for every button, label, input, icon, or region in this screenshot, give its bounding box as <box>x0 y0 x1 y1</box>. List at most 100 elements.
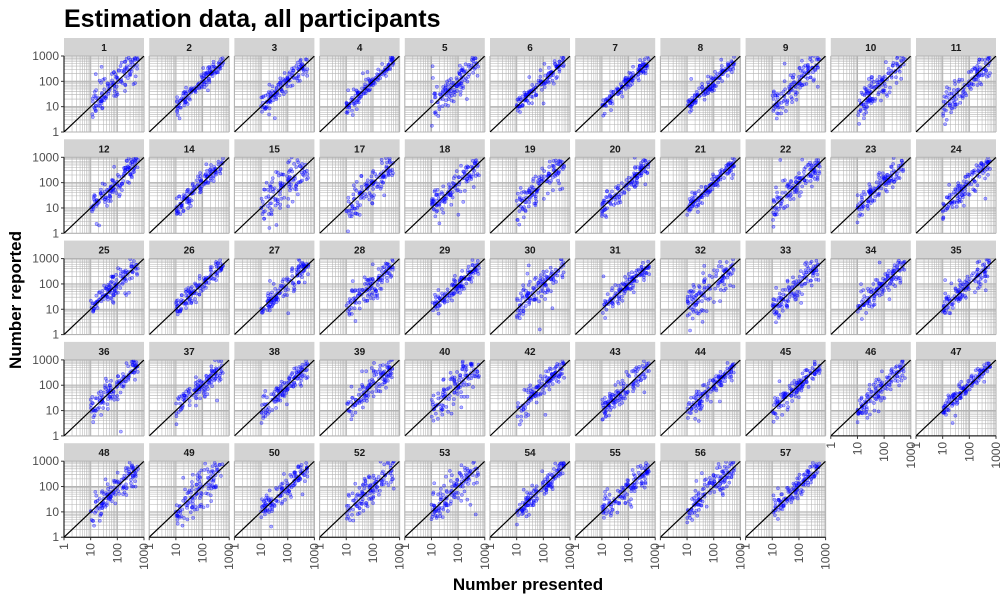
data-point <box>175 312 180 317</box>
data-point <box>370 77 375 81</box>
data-point <box>290 199 295 204</box>
data-point <box>804 82 809 86</box>
data-point <box>294 187 299 192</box>
data-point <box>557 169 562 174</box>
data-point <box>90 301 95 306</box>
data-point <box>887 181 892 186</box>
data-point <box>517 209 522 213</box>
data-point <box>811 70 815 75</box>
facet-strip <box>234 38 315 56</box>
data-point <box>944 108 948 113</box>
data-point <box>861 104 866 109</box>
facet-panel: 4 <box>319 38 401 133</box>
data-point <box>477 173 481 178</box>
panel-points <box>90 56 140 119</box>
data-point <box>347 312 352 317</box>
data-point <box>614 87 619 92</box>
data-point <box>187 290 192 294</box>
data-point <box>304 70 309 74</box>
data-point <box>91 195 96 199</box>
data-point <box>539 174 544 179</box>
data-point <box>366 88 371 93</box>
data-point <box>522 205 526 209</box>
data-point <box>603 97 608 102</box>
data-point <box>277 93 282 98</box>
facet-strip-label: 21 <box>695 144 707 155</box>
data-point <box>530 83 535 87</box>
data-point <box>789 179 793 183</box>
data-point <box>692 191 697 196</box>
data-point <box>955 102 959 107</box>
data-point <box>773 212 778 217</box>
data-point <box>899 76 904 81</box>
data-point <box>802 167 807 171</box>
facet-panel: 19 <box>489 139 571 234</box>
data-point <box>179 293 184 298</box>
data-point <box>793 92 798 97</box>
data-point <box>432 95 437 100</box>
data-point <box>520 94 525 99</box>
data-point <box>353 101 357 105</box>
data-point <box>690 95 695 100</box>
reference-line-y-equals-x <box>149 56 230 132</box>
data-point <box>610 101 615 106</box>
data-point <box>445 79 449 84</box>
data-point <box>354 107 359 112</box>
data-point <box>890 185 895 190</box>
data-point <box>306 175 310 180</box>
data-point <box>387 169 392 174</box>
data-point <box>277 192 282 197</box>
data-point <box>876 92 881 97</box>
data-point <box>876 193 881 198</box>
data-point <box>205 180 210 185</box>
facet-strip-label: 24 <box>950 144 962 155</box>
data-point <box>894 81 899 85</box>
data-point <box>125 179 130 184</box>
data-point <box>434 193 438 198</box>
data-point <box>376 78 380 82</box>
data-point <box>99 64 104 69</box>
data-point <box>124 293 129 297</box>
data-point <box>131 259 136 263</box>
data-point <box>189 300 194 305</box>
data-point <box>546 80 551 85</box>
facet-panel: 21 <box>659 139 741 234</box>
data-point <box>288 188 292 193</box>
data-point <box>283 288 288 293</box>
data-point <box>776 111 781 116</box>
data-point <box>966 70 971 75</box>
data-point <box>184 85 188 90</box>
panel-grid <box>574 55 656 133</box>
data-point <box>209 163 213 167</box>
data-point <box>267 308 272 313</box>
facet-strip-label: 10 <box>865 43 877 54</box>
data-point <box>855 193 860 198</box>
data-point <box>473 56 477 61</box>
data-point <box>268 189 273 193</box>
data-point <box>98 104 102 108</box>
data-point <box>118 64 123 68</box>
data-point <box>267 226 272 230</box>
data-point <box>884 92 889 97</box>
facet-panel: 27 <box>233 240 315 336</box>
data-point <box>290 70 295 75</box>
data-point <box>384 74 388 78</box>
data-point <box>194 300 198 305</box>
data-point <box>180 197 184 201</box>
data-point <box>619 90 624 95</box>
data-point <box>355 212 360 216</box>
data-point <box>600 214 604 218</box>
data-point <box>211 179 216 183</box>
data-point <box>711 76 716 81</box>
data-point <box>359 184 364 189</box>
data-point <box>349 214 354 219</box>
data-point <box>526 188 531 193</box>
data-point <box>346 195 351 200</box>
data-point <box>782 79 787 84</box>
data-point <box>978 65 982 70</box>
data-point <box>897 176 902 180</box>
data-point <box>456 212 461 217</box>
data-point <box>558 187 562 192</box>
facet-panel: 6 <box>489 38 571 133</box>
data-point <box>600 209 605 213</box>
